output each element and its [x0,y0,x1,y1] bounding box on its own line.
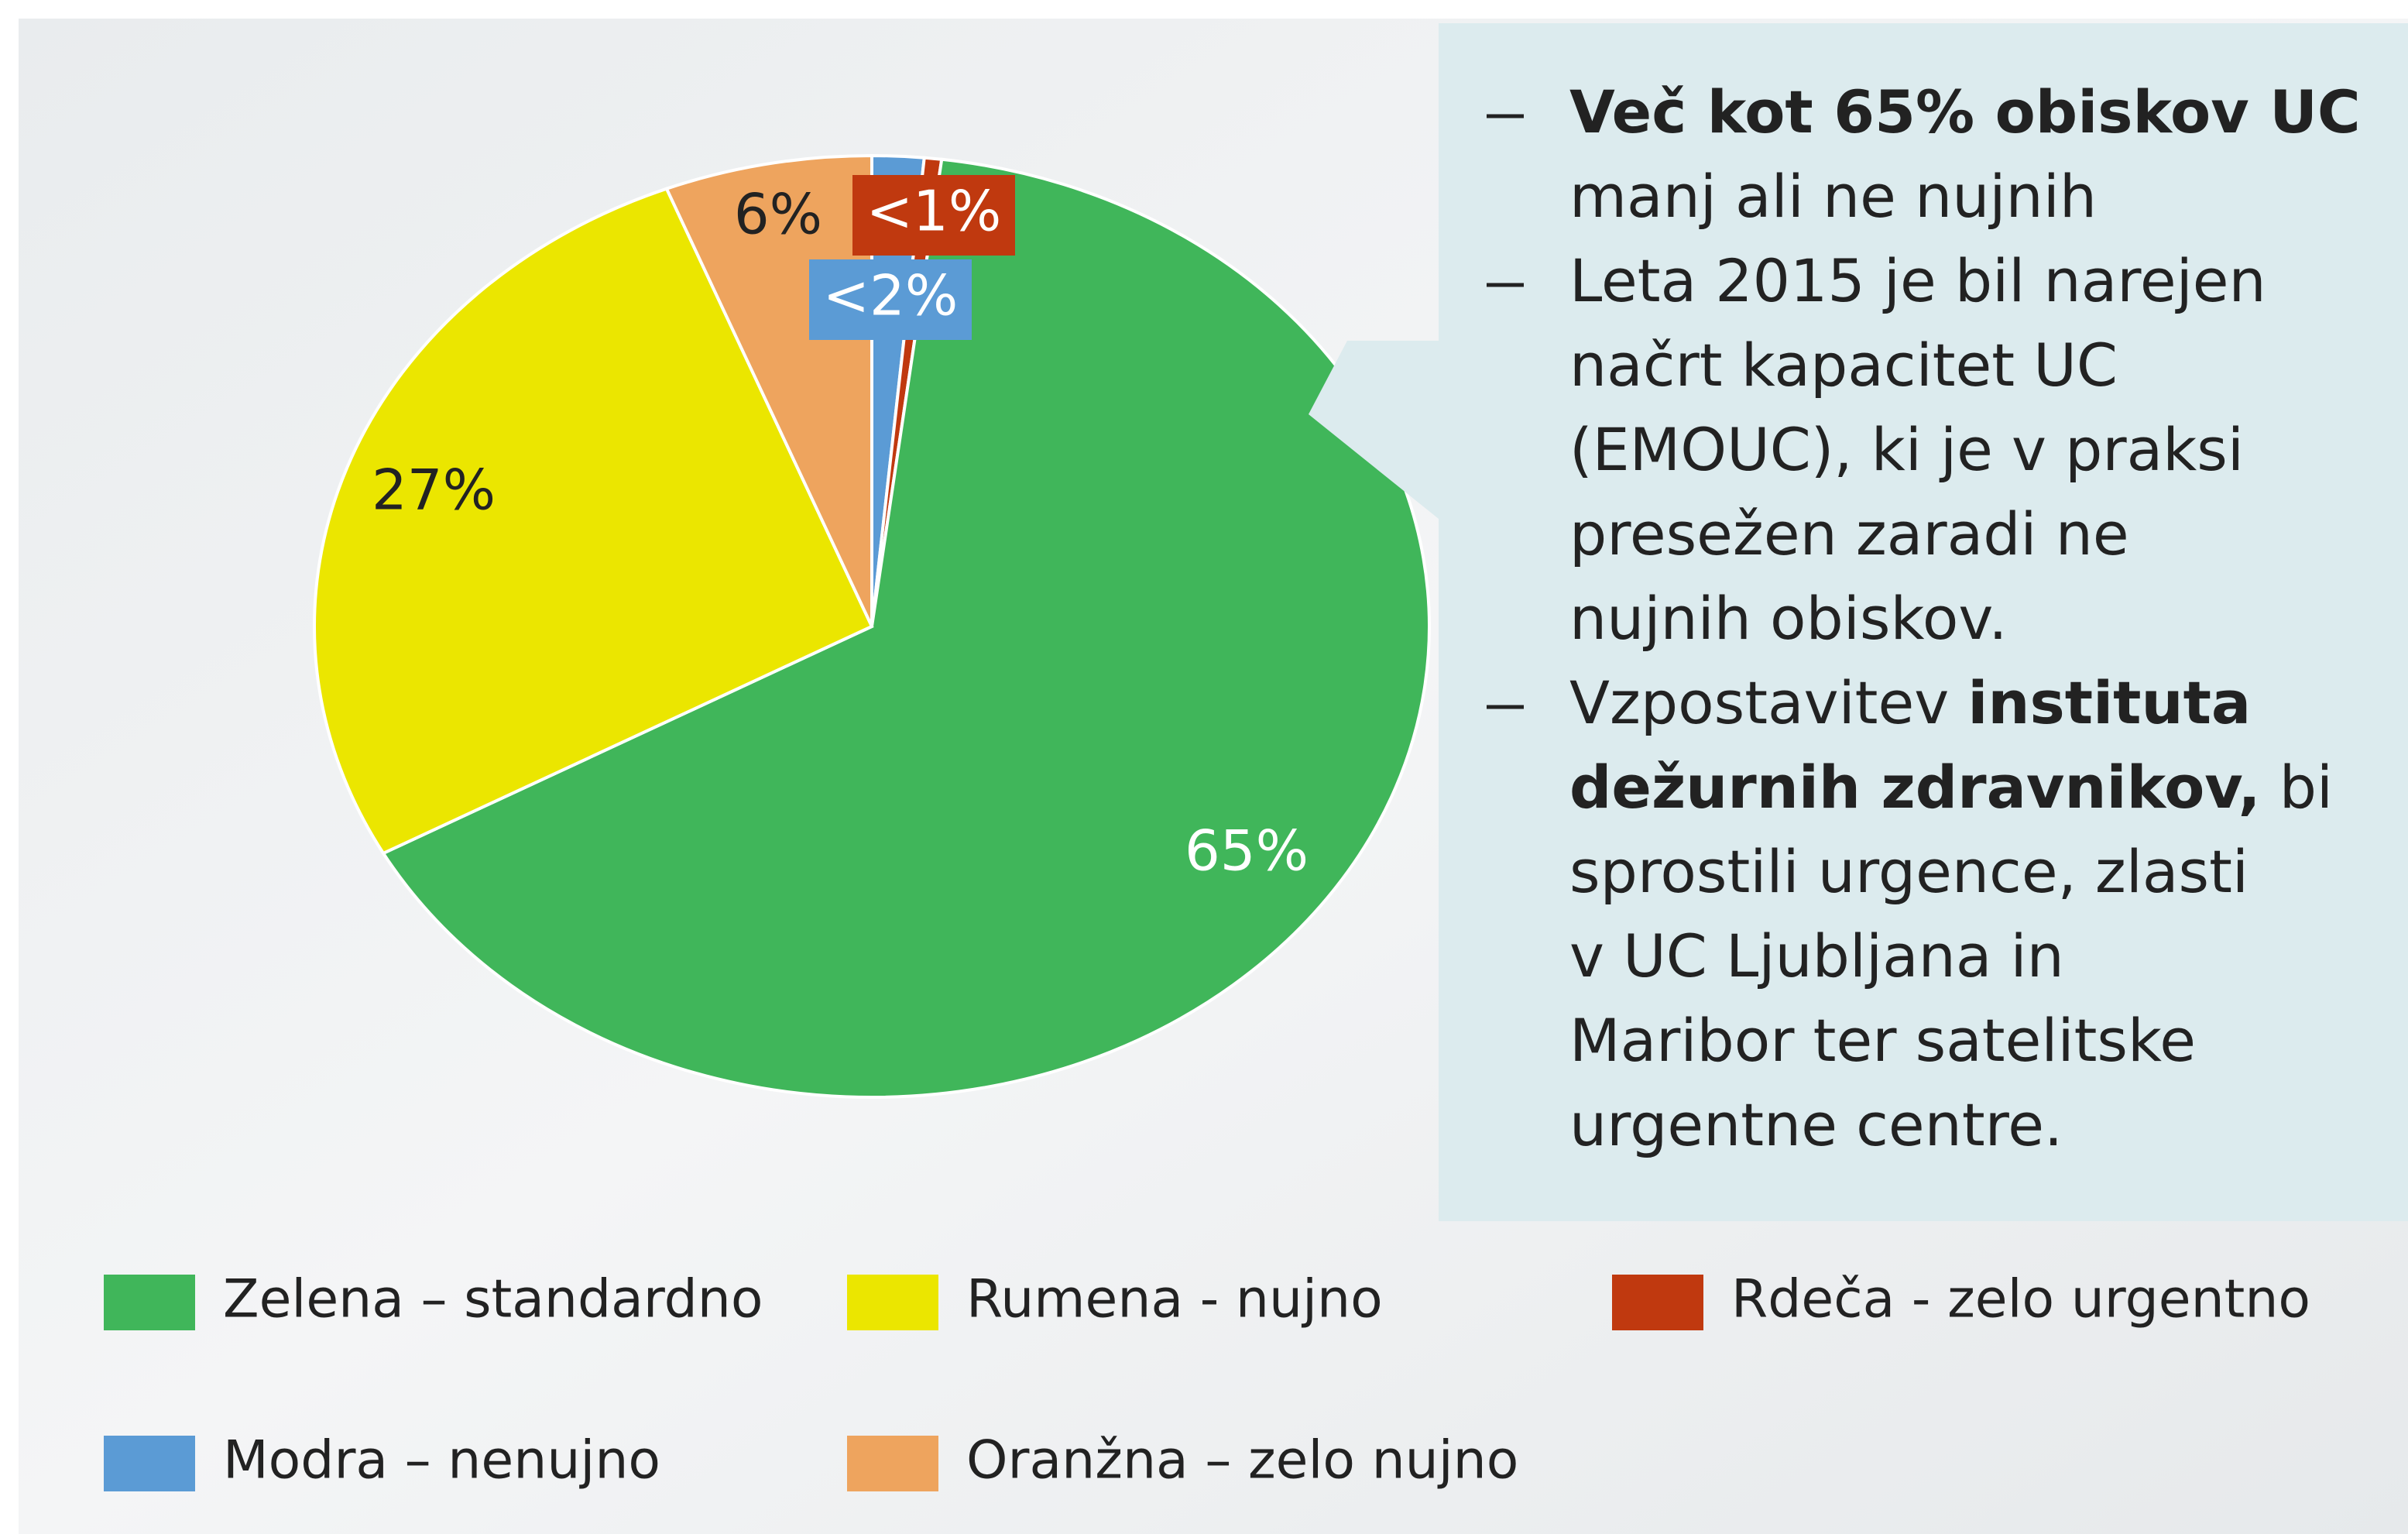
legend: Modra – nenujno Rdeča - zelo urgentno Zele… [104,1269,2310,1491]
note-line: presežen zaradi ne [1569,499,2129,568]
note-run: instituta [1967,668,2251,737]
note-line: urgentne centre. [1569,1090,2063,1159]
note-run: Vzpostavitev [1569,668,1967,737]
legend-label: Oranžna – zelo nujno [966,1430,1518,1491]
note-line: v UC Ljubljana in [1569,921,2064,990]
legend-swatch [104,1275,195,1330]
note-line: nujnih obiskov. [1569,584,2008,653]
note-line: sprostili urgence, zlasti [1569,837,2248,906]
note-line: Maribor ter satelitske [1569,1006,2196,1075]
note-line: načrt kapacitet UC [1569,331,2118,400]
legend-label: Zelena – standardno [223,1269,763,1330]
note-run: urgentne centre. [1569,1090,2063,1159]
label-box [852,175,1015,256]
label-box [809,259,972,340]
note-run: bi [2261,753,2334,822]
legend-swatch [847,1275,938,1330]
note-run: Več kot 65% obiskov UC [1569,77,2361,146]
notes: Več kot 65% obiskov UC manj ali ne nujnih… [1487,77,2361,1159]
note-line: Več kot 65% obiskov UC [1569,77,2361,146]
note-run: Leta 2015 je bil narejen [1569,246,2266,315]
note-line: Vzpostavitev instituta [1569,668,2251,737]
legend-label: Rumena - nujno [966,1269,1383,1330]
note-line: manj ali ne nujnih [1569,162,2097,231]
note-run: nujnih obiskov. [1569,584,2008,653]
note-run: sprostili urgence, zlasti [1569,837,2248,906]
data-label: <2% [823,263,959,328]
pie-slice [313,187,874,856]
data-label: 27% [372,458,496,523]
note-line: Leta 2015 je bil narejen [1569,246,2266,315]
legend-swatch [104,1436,195,1491]
note-line: dežurnih zdravnikov, bi [1569,753,2333,822]
note-run: presežen zaradi ne [1569,499,2129,568]
note-run: v UC Ljubljana in [1569,921,2064,990]
legend-label: Modra – nenujno [223,1430,660,1491]
note-run: načrt kapacitet UC [1569,331,2118,400]
notes-panel [1309,23,2408,1221]
data-label: <1% [866,179,1002,244]
pie-slice [381,157,1431,1099]
legend-swatch [1612,1275,1703,1330]
note-run: dežurnih zdravnikov, [1569,753,2261,822]
note-run: Maribor ter satelitske [1569,1006,2196,1075]
data-label: 6% [734,182,822,247]
legend-label: Rdeča - zelo urgentno [1731,1269,2310,1330]
pie: <2% <1% 65% 27% 6% [313,153,1431,1099]
note-line: (EMOUC), ki je v praksi [1569,415,2244,484]
data-label: 65% [1185,818,1309,884]
note-run: manj ali ne nujnih [1569,162,2097,231]
legend-swatch [847,1436,938,1491]
note-run: (EMOUC), ki je v praksi [1569,415,2244,484]
